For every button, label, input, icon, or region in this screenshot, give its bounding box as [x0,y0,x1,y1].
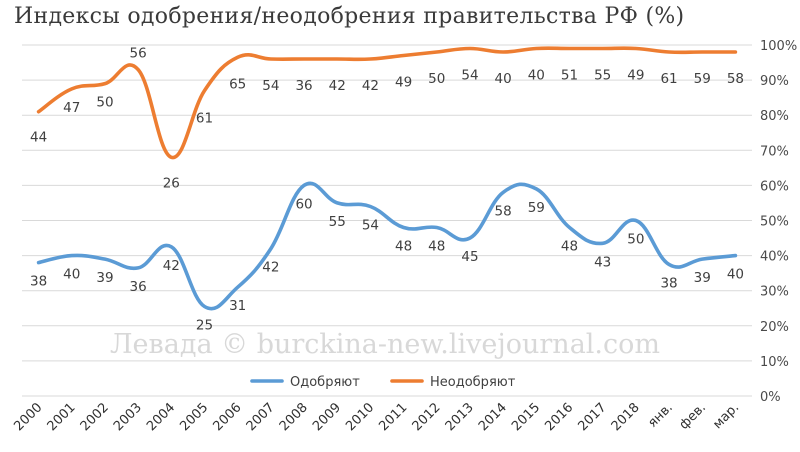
approve-data-label: 25 [196,317,213,333]
approve-data-label: 42 [163,258,180,274]
y-tick-label: 10% [760,355,789,370]
y-tick-label: 50% [760,215,789,230]
approve-data-label: 38 [30,274,47,290]
approve-data-label: 58 [495,203,512,219]
x-axis-ticks: 2000 2001 2002 2003 2004 2005 2006 2007 2008 2009… [11,400,742,434]
disapprove-data-label: 61 [196,111,213,127]
legend-label: Неодобряют [430,375,516,390]
x-tick-label: 2018 [609,400,643,434]
approve-data-label: 48 [561,239,578,255]
x-tick-label: 2014 [476,400,510,434]
legend-label: Одобряют [290,375,360,390]
gridlines [22,44,752,397]
y-tick-label: 60% [760,179,789,194]
disapprove-data-label: 54 [461,68,478,84]
disapprove-data-label: 50 [96,95,113,111]
x-tick-label: 2000 [11,400,45,434]
y-tick-label: 0% [760,390,781,405]
disapprove-data-label: 51 [561,68,578,84]
approve-data-label: 31 [229,298,246,314]
disapprove-data-label: 49 [395,75,412,91]
x-tick-label: 2002 [78,400,112,434]
disapprove-data-label: 50 [428,71,445,87]
disapprove-data-label: 65 [229,76,246,92]
disapprove-data-label: 40 [495,71,512,87]
disapprove-data-label: 42 [329,78,346,94]
x-tick-label: 2003 [111,400,145,434]
y-axis-ticks: 0% 10% 20% 30% 40% 50% 60% 70% 80% 90% 100% [760,39,797,405]
x-tick-label: 2015 [509,400,543,434]
approve-series-line [36,181,738,311]
disapprove-data-label: 44 [30,130,47,146]
x-tick-label: 2007 [244,400,278,434]
x-tick-label: 2001 [45,400,79,434]
y-tick-label: 70% [760,144,789,159]
approve-data-label: 54 [362,217,379,233]
disapprove-data-label: 40 [528,68,545,84]
series-lines [36,46,738,311]
y-tick-label: 40% [760,250,789,265]
y-tick-label: 30% [760,285,789,300]
x-tick-label: 2011 [376,400,410,434]
x-tick-label: 2005 [177,400,211,434]
x-tick-label: 2017 [576,400,610,434]
watermark: Левада © burckina-new.livejournal.com [110,329,660,360]
approve-data-label: 40 [727,267,744,283]
disapprove-data-label: 26 [163,175,180,191]
y-tick-label: 90% [760,74,789,89]
x-tick-label: 2006 [211,400,245,434]
disapprove-series-line [36,46,738,160]
x-tick-label: 2010 [343,400,377,434]
approve-data-label: 42 [262,260,279,276]
approve-data-label: 48 [395,239,412,255]
approve-data-label: 38 [660,275,677,291]
disapprove-data-label: 42 [362,78,379,94]
disapprove-data-label: 36 [295,78,312,94]
y-tick-label: 100% [760,39,797,54]
x-tick-label: мар. [710,400,742,432]
legend: Одобряют Неодобряют [250,375,516,390]
disapprove-data-label: 49 [627,68,644,84]
approve-data-label: 36 [130,279,147,295]
approve-data-label: 48 [428,239,445,255]
approve-data-label: 40 [63,267,80,283]
x-tick-label: янв. [645,400,675,430]
approve-data-label: 55 [329,214,346,230]
approve-data-label: 39 [694,270,711,286]
x-tick-label: 2004 [144,400,178,434]
approve-data-label: 39 [96,270,113,286]
y-tick-label: 80% [760,109,789,124]
approve-data-label: 60 [295,196,312,212]
data-labels: 38 40 39 36 42 25 31 42 60 55 54 48 48 45 58 59 48 43 50 38… [30,46,744,334]
disapprove-data-label: 58 [727,71,744,87]
approve-data-label: 45 [461,249,478,265]
disapprove-data-label: 47 [63,100,80,116]
x-tick-label: 2012 [410,400,444,434]
x-tick-label: 2016 [542,400,576,434]
x-tick-label: 2013 [443,400,477,434]
approve-data-label: 43 [594,254,611,270]
disapprove-data-label: 61 [660,71,677,87]
x-tick-label: 2008 [277,400,311,434]
chart-title: Индексы одобрения/неодобрения правительс… [14,4,685,29]
x-tick-label: фев. [677,400,709,432]
approve-data-label: 59 [528,200,545,216]
y-tick-label: 20% [760,320,789,335]
disapprove-data-label: 55 [594,68,611,84]
disapprove-data-label: 54 [262,78,279,94]
x-tick-label: 2009 [310,400,344,434]
disapprove-data-label: 59 [694,71,711,87]
approve-data-label: 50 [627,232,644,248]
disapprove-data-label: 56 [130,46,147,62]
